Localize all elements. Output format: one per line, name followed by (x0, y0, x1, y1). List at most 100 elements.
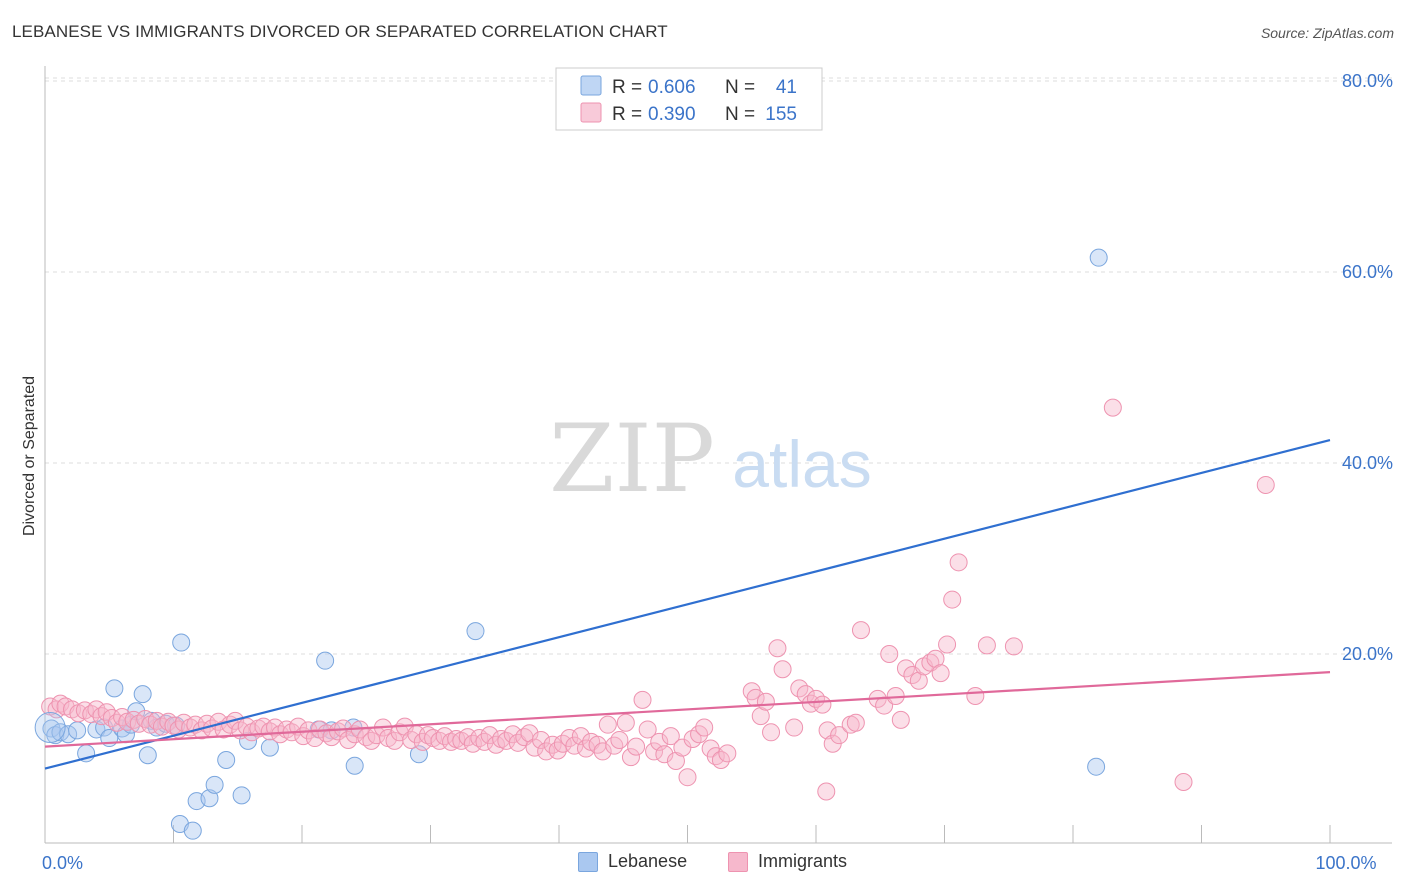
data-point-immigrants (655, 745, 674, 764)
data-point-immigrants (543, 735, 562, 754)
data-point-immigrants (442, 732, 461, 751)
data-point-immigrants (813, 695, 832, 714)
data-point-immigrants (593, 742, 612, 761)
legend-n-value-lebanese: 41 (776, 77, 797, 98)
data-point-immigrants (638, 720, 657, 739)
data-point-lebanese (200, 789, 219, 808)
data-point-lebanese (34, 712, 66, 744)
data-point-lebanese (183, 821, 202, 840)
legend-n-value-immigrants: 155 (765, 104, 797, 125)
legend-label-immigrants: Immigrants (758, 851, 848, 871)
data-point-lebanese (466, 622, 485, 641)
legend-label-lebanese: Lebanese (608, 851, 688, 871)
data-point-immigrants (846, 713, 865, 732)
data-point-immigrants (711, 751, 730, 770)
data-point-immigrants (565, 736, 584, 755)
data-point-immigrants (480, 726, 499, 745)
data-point-immigrants (756, 692, 775, 711)
watermark-zip: ZIP (549, 405, 715, 514)
legend-swatch-lebanese (580, 75, 602, 96)
data-point-immigrants (598, 715, 617, 734)
data-point-immigrants (605, 736, 624, 755)
legend-n-label-lebanese: N = (725, 77, 760, 98)
data-point-immigrants (683, 729, 702, 748)
data-point-immigrants (487, 735, 506, 754)
data-point-immigrants (751, 707, 770, 726)
y-tick-label: 40.0% (1342, 453, 1393, 473)
tick-labels: 20.0% 40.0% 60.0% 80.0% 0.0% 100.0% (42, 71, 1393, 873)
trend-line-immigrants (44, 671, 1331, 748)
data-point-lebanese (138, 746, 157, 765)
data-point-immigrants (768, 639, 787, 658)
data-point-immigrants (118, 712, 137, 731)
data-point-immigrants (174, 713, 193, 732)
data-point-immigrants (627, 737, 646, 756)
legend-item-immigrants: Immigrants (728, 851, 847, 872)
data-point-lebanese (345, 756, 364, 775)
data-point-immigrants (977, 636, 996, 655)
series-legend: Lebanese Immigrants (0, 851, 1406, 877)
data-point-immigrants (817, 782, 836, 801)
data-point-immigrants (633, 690, 652, 709)
legend-r-label-lebanese: R = (612, 77, 647, 98)
legend-swatch-lebanese-bottom (578, 851, 598, 872)
data-point-lebanese (172, 633, 191, 652)
legend-swatch-immigrants (580, 102, 602, 123)
stats-legend: R = 0.606 N = 41 R = 0.390 N = 155 (555, 67, 823, 131)
data-point-immigrants (949, 553, 968, 572)
source-credit: Source: ZipAtlas.com (1260, 25, 1394, 41)
data-point-immigrants (938, 635, 957, 654)
x-tick-label: 0.0% (42, 853, 83, 873)
data-point-immigrants (891, 710, 910, 729)
data-point-immigrants (695, 718, 714, 737)
data-point-immigrants (51, 694, 70, 713)
data-point-immigrants (102, 708, 121, 727)
data-point-lebanese (68, 721, 87, 740)
y-tick-label: 80.0% (1342, 71, 1393, 91)
trend-line-lebanese (44, 439, 1331, 770)
data-point-immigrants (661, 727, 680, 746)
data-point-immigrants (785, 718, 804, 737)
trend-lines (44, 439, 1331, 770)
data-point-immigrants (616, 713, 635, 732)
legend-r-value-lebanese: 0.606 (648, 77, 696, 98)
data-point-immigrants (1004, 637, 1023, 656)
data-point-immigrants (645, 742, 664, 761)
data-point-immigrants (621, 748, 640, 767)
y-tick-label: 20.0% (1342, 644, 1393, 664)
data-point-immigrants (497, 731, 516, 750)
legend-r-value-immigrants: 0.390 (648, 104, 696, 125)
data-point-immigrants (520, 724, 539, 743)
watermark-atlas: atlas (732, 427, 871, 501)
data-points (34, 248, 1275, 840)
data-point-immigrants (909, 671, 928, 690)
data-point-lebanese (59, 725, 78, 744)
data-point-immigrants (678, 768, 697, 787)
data-point-lebanese (133, 685, 152, 704)
data-point-immigrants (1174, 772, 1193, 791)
data-point-lebanese (1087, 757, 1106, 776)
data-point-immigrants (931, 664, 950, 683)
data-point-immigrants (762, 723, 781, 742)
legend-swatch-immigrants-bottom (728, 851, 748, 872)
watermark: ZIP atlas (549, 405, 872, 514)
data-point-immigrants (1103, 398, 1122, 417)
data-point-immigrants (773, 660, 792, 679)
data-point-lebanese (105, 679, 124, 698)
legend-n-label-immigrants: N = (725, 104, 760, 125)
data-point-immigrants (532, 730, 551, 749)
data-point-immigrants (943, 590, 962, 609)
y-axis-label-group: Divorced or Separated (21, 376, 38, 536)
data-point-lebanese (205, 775, 224, 794)
data-point-immigrants (113, 708, 132, 727)
data-point-immigrants (830, 726, 849, 745)
data-point-immigrants (402, 730, 421, 749)
data-point-lebanese (217, 751, 236, 770)
data-point-lebanese (1089, 248, 1108, 267)
data-point-immigrants (136, 709, 155, 728)
data-point-immigrants (896, 659, 915, 678)
chart-title: LEBANESE VS IMMIGRANTS DIVORCED OR SEPAR… (12, 22, 668, 41)
legend-item-lebanese: Lebanese (578, 851, 687, 872)
data-point-lebanese (316, 651, 335, 670)
